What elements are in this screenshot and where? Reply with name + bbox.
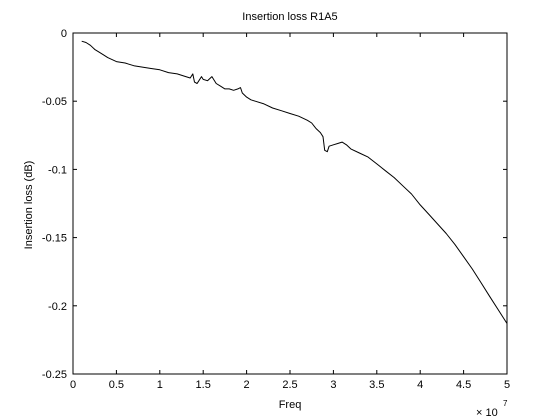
- series-line: [81, 40, 508, 324]
- x-axis-ticks: 0 0.5 1 1.5 2 2.5 3 3.5 4 4.5 5: [70, 33, 510, 391]
- y-tick-label: -0.25: [42, 369, 67, 381]
- y-tick-label: 0: [61, 28, 67, 40]
- y-tick-label: -0.05: [42, 96, 67, 108]
- x-axis-multiplier-exponent: 7: [503, 399, 508, 408]
- x-tick-label: 0.5: [109, 379, 124, 391]
- y-tick-label: -0.1: [48, 164, 67, 176]
- y-axis-title: Insertion loss (dB): [23, 161, 35, 250]
- x-tick-label: 1: [157, 379, 163, 391]
- x-tick-label: 4.5: [456, 379, 471, 391]
- x-axis-multiplier: × 10: [476, 407, 498, 419]
- x-tick-label: 4: [417, 379, 423, 391]
- y-axis-ticks: 0 -0.05 -0.1 -0.15 -0.2 -0.25: [42, 28, 507, 381]
- x-axis-title: Freq: [279, 399, 302, 411]
- y-tick-label: -0.15: [42, 233, 67, 245]
- x-tick-label: 2.5: [282, 379, 297, 391]
- x-tick-label: 3: [330, 379, 336, 391]
- chart-title: Insertion loss R1A5: [242, 11, 337, 23]
- x-tick-label: 3.5: [369, 379, 384, 391]
- x-tick-label: 5: [504, 379, 510, 391]
- x-tick-label: 0: [70, 379, 76, 391]
- x-tick-label: 1.5: [196, 379, 211, 391]
- y-tick-label: -0.2: [48, 301, 67, 313]
- x-tick-label: 2: [244, 379, 250, 391]
